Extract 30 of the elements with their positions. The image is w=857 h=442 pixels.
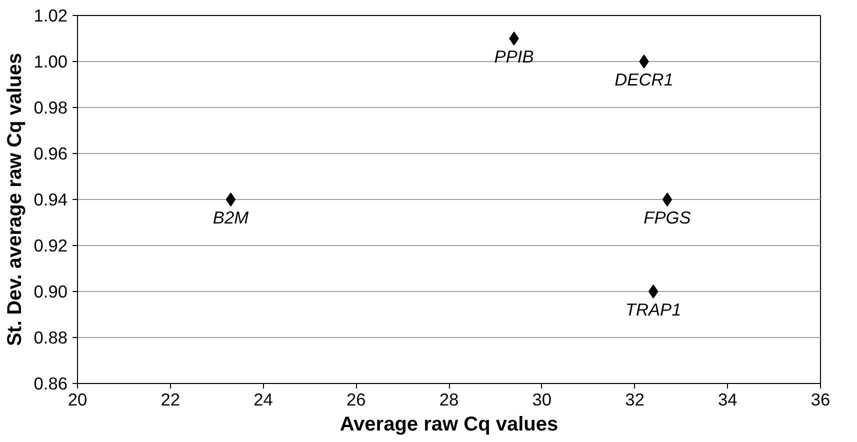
- annotation: TRAP1: [625, 300, 682, 320]
- x-tick-label: 24: [254, 390, 274, 410]
- x-tick-label: 28: [439, 390, 459, 410]
- y-tick-label: 0.92: [34, 236, 68, 256]
- x-tick-label: 32: [625, 390, 644, 410]
- x-tick-label: 36: [810, 390, 830, 410]
- point: [662, 192, 672, 206]
- y-tick-label: 0.90: [34, 282, 68, 302]
- annotation: PPIB: [494, 46, 534, 66]
- y-tick-label: 0.96: [34, 144, 68, 164]
- y-tick-label: 1.02: [34, 6, 68, 26]
- annotation: FPGS: [644, 208, 692, 228]
- x-axis-title: Average raw Cq values: [340, 414, 558, 436]
- point: [226, 192, 236, 206]
- point: [648, 284, 658, 298]
- point: [509, 32, 519, 46]
- y-tick-label: 0.94: [34, 190, 68, 210]
- x-tick-label: 30: [532, 390, 552, 410]
- annotation: B2M: [212, 208, 250, 228]
- y-tick-label: 1.00: [34, 52, 68, 72]
- annotation: DECR1: [614, 70, 674, 90]
- point: [639, 54, 649, 68]
- x-tick-label: 34: [718, 390, 738, 410]
- y-tick-label: 0.88: [34, 328, 68, 348]
- x-tick-label: 22: [160, 390, 180, 410]
- x-tick-label: 20: [68, 390, 88, 410]
- x-tick-label: 26: [346, 390, 366, 410]
- y-axis-title: St. Dev. average raw Cq values: [4, 52, 26, 346]
- y-tick-label: 0.86: [34, 374, 68, 394]
- y-tick-label: 0.98: [34, 98, 68, 118]
